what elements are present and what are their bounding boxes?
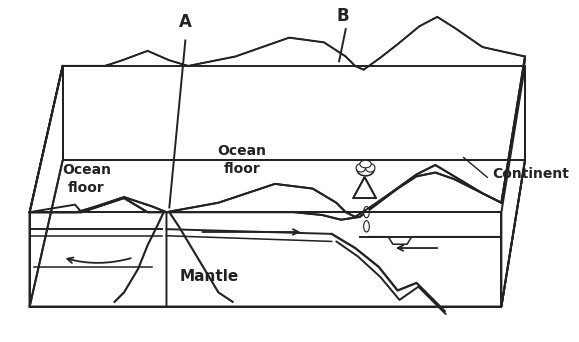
Polygon shape: [30, 31, 525, 220]
Polygon shape: [30, 17, 525, 217]
Ellipse shape: [365, 163, 375, 172]
Text: Ocean
floor: Ocean floor: [62, 163, 111, 195]
Text: Ocean
floor: Ocean floor: [218, 144, 266, 176]
Ellipse shape: [360, 160, 371, 168]
Polygon shape: [30, 54, 188, 212]
Text: B: B: [336, 8, 349, 25]
Polygon shape: [30, 66, 63, 306]
Ellipse shape: [357, 163, 374, 176]
Text: Continent: Continent: [492, 168, 569, 182]
Ellipse shape: [364, 207, 369, 218]
Polygon shape: [30, 198, 167, 306]
Ellipse shape: [356, 163, 365, 172]
Polygon shape: [353, 177, 376, 198]
Text: A: A: [179, 13, 192, 31]
Text: Mantle: Mantle: [179, 269, 239, 284]
Polygon shape: [30, 160, 525, 306]
Ellipse shape: [364, 221, 369, 232]
Polygon shape: [30, 212, 501, 306]
Polygon shape: [501, 66, 525, 306]
